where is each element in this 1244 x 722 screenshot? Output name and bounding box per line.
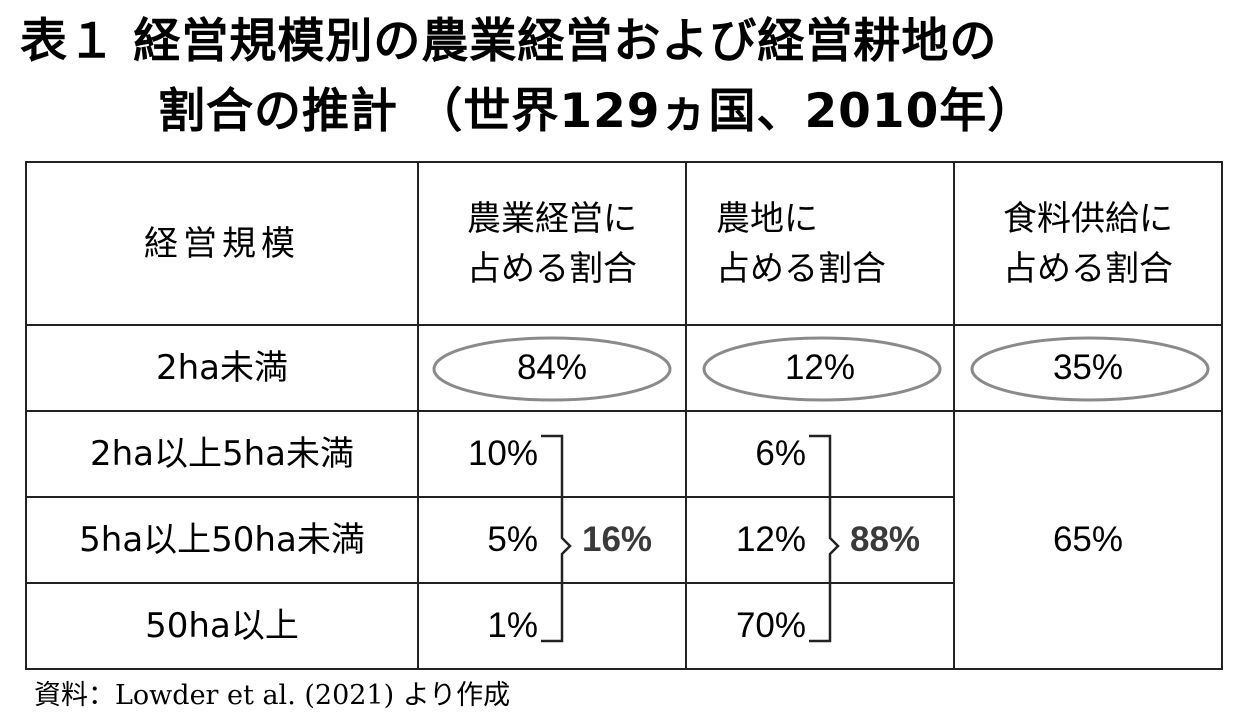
- row4-size: 50ha以上: [145, 606, 299, 646]
- header-land: 農地に 占める割合: [686, 162, 954, 325]
- row1-food: 35%: [1052, 348, 1124, 387]
- source-note: 資料：Lowder et al. (2021) より作成: [34, 680, 511, 711]
- row2-farms: 10%: [467, 434, 538, 473]
- farms-group-total: 16%: [582, 520, 653, 559]
- row2-land: 6%: [755, 434, 806, 473]
- highlight-ellipse-land: [702, 336, 942, 402]
- row3-land: 12%: [735, 520, 806, 559]
- row4-land: 70%: [735, 606, 806, 645]
- row2-size: 2ha以上5ha未満: [89, 434, 355, 474]
- header-size: 経営規模: [144, 223, 300, 264]
- food-group-total: 65%: [1052, 520, 1124, 559]
- header-food: 食料供給に 占める割合: [954, 162, 1222, 325]
- row1-farms: 84%: [516, 348, 588, 387]
- row4-farms: 1%: [487, 606, 538, 645]
- header-farms-line2: 占める割合: [467, 248, 637, 289]
- land-group-total: 88%: [850, 520, 921, 559]
- row1-size: 2ha未満: [155, 348, 288, 388]
- bracket-farms: [541, 434, 572, 643]
- header-land-line1: 農地に: [716, 198, 818, 239]
- highlight-ellipse-food: [970, 336, 1210, 402]
- header-farms-line1: 農業経営に: [467, 198, 637, 239]
- header-land-line2: 占める割合: [716, 248, 886, 289]
- header-food-line1: 食料供給に: [1003, 198, 1173, 239]
- bracket-land: [809, 434, 840, 643]
- header-food-line2: 占める割合: [1003, 248, 1173, 289]
- row1-land: 12%: [784, 348, 856, 387]
- table-title-line2: 割合の推計 （世界129ヵ国、2010年）: [158, 84, 1036, 139]
- header-farms: 農業経営に 占める割合: [418, 162, 686, 325]
- row3-farms: 5%: [487, 520, 538, 559]
- table-title-line1: 表１ 経営規模別の農業経営および経営耕地の: [20, 14, 998, 69]
- row3-size: 5ha以上50ha未満: [79, 520, 365, 560]
- highlight-ellipse-farms: [432, 336, 672, 402]
